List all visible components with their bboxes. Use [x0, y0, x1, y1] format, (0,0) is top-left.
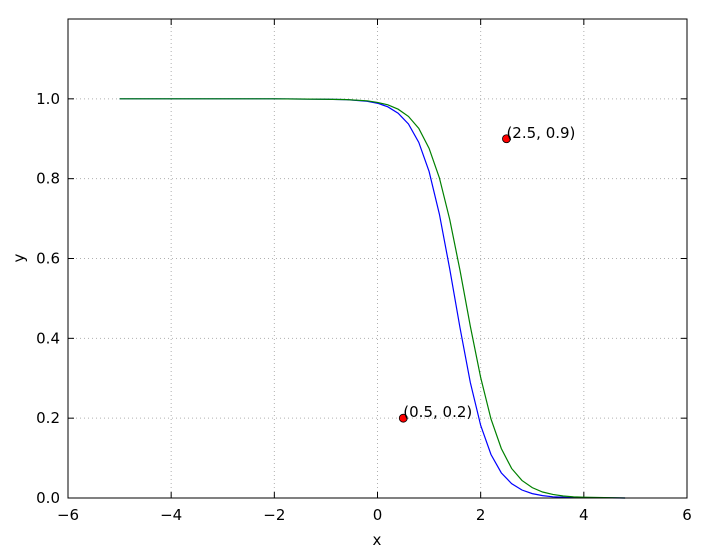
y-tick-label: 0.8 [36, 170, 60, 188]
plot-frame [67, 18, 688, 499]
point-annotation: (2.5, 0.9) [506, 124, 575, 142]
y-tick-label: 0.4 [36, 329, 60, 347]
x-tick-label: 2 [476, 506, 486, 524]
x-tick-label: −6 [57, 506, 79, 524]
line-series [119, 98, 626, 499]
x-tick-label: 4 [579, 506, 589, 524]
x-tick-label: 6 [682, 506, 692, 524]
y-tick-label: 1.0 [36, 90, 60, 108]
y-tick-label: 0.6 [36, 250, 60, 268]
x-axis-label: x [373, 531, 382, 549]
point-annotation: (0.5, 0.2) [403, 403, 472, 421]
point [502, 134, 511, 144]
x-tick-label: −4 [160, 506, 182, 524]
x-tick-label: −2 [263, 506, 285, 524]
y-tick-label: 0.2 [36, 409, 60, 427]
x-tick-label: 0 [373, 506, 383, 524]
point [398, 413, 408, 423]
y-axis-label: y [10, 253, 28, 262]
y-tick-label: 0.0 [36, 489, 60, 507]
